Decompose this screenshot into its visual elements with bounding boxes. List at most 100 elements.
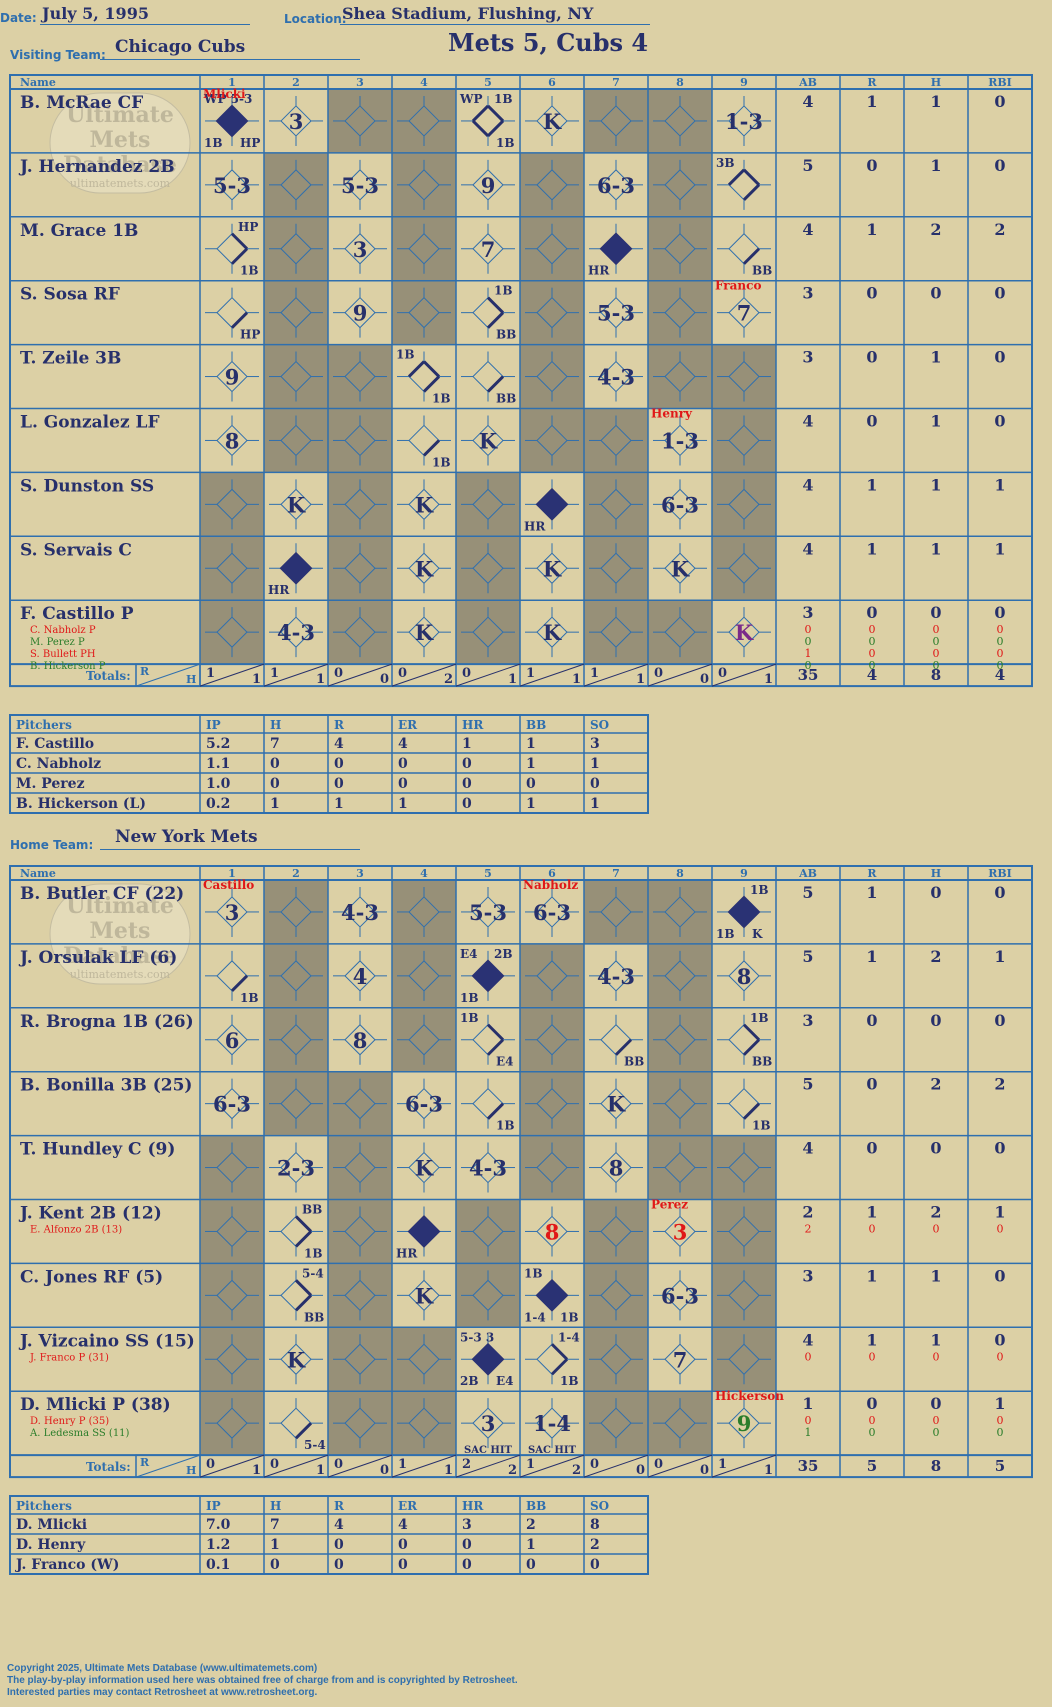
inning-runs: 0 bbox=[590, 1457, 599, 1472]
pitcher-stat: 0 bbox=[334, 776, 344, 792]
pitcher-stat: 0 bbox=[398, 1557, 408, 1573]
totals-slash bbox=[135, 1454, 201, 1478]
visiting-team-label: Visiting Team: bbox=[10, 48, 106, 62]
stat-header: R bbox=[867, 76, 877, 89]
play-notation: K bbox=[415, 1283, 434, 1308]
date-underline bbox=[40, 24, 250, 25]
pitcher-change-note: Henry bbox=[651, 407, 693, 421]
substitute-stat: 0 bbox=[933, 1350, 940, 1363]
substitute-stat: 0 bbox=[933, 623, 940, 636]
home-team-name: New York Mets bbox=[115, 827, 258, 847]
play-notation: 2B bbox=[460, 1374, 479, 1388]
play-notation: BB bbox=[304, 1310, 324, 1324]
play-notation: 5-3 bbox=[213, 173, 251, 198]
inning-header: 9 bbox=[740, 76, 748, 89]
player-stat: 0 bbox=[994, 1011, 1005, 1030]
substitute-stat: 0 bbox=[933, 635, 940, 648]
totals-slash bbox=[711, 663, 777, 687]
inning-runs: 1 bbox=[526, 1457, 535, 1472]
play-notation: 3 bbox=[481, 1411, 496, 1436]
totals-label: Totals: bbox=[86, 1460, 131, 1474]
home-team-label: Home Team: bbox=[10, 838, 94, 852]
inning-hits: 1 bbox=[572, 672, 581, 687]
pitcher-change-note: Hickerson bbox=[715, 1389, 784, 1403]
basepath-line bbox=[471, 104, 490, 123]
totals-slash bbox=[583, 1454, 649, 1478]
play-notation: 4-3 bbox=[597, 964, 635, 989]
substitute-name: A. Ledesma SS (11) bbox=[29, 1428, 130, 1439]
pitchers-header: SO bbox=[590, 1499, 609, 1513]
inning-header: 5 bbox=[484, 76, 492, 89]
play-notation: 1B bbox=[752, 1119, 771, 1133]
inning-header: 6 bbox=[548, 76, 556, 89]
pitchers-header: Pitchers bbox=[16, 718, 72, 732]
stat-header: AB bbox=[798, 76, 817, 89]
pitchers-header: HR bbox=[462, 718, 484, 732]
visiting-team-underline bbox=[100, 59, 360, 60]
play-notation: 1B bbox=[240, 991, 259, 1005]
basepath-line bbox=[486, 119, 505, 138]
play-notation: 1B bbox=[496, 1119, 515, 1133]
player-stat: 1 bbox=[994, 475, 1005, 494]
inning-hits: 1 bbox=[508, 672, 517, 687]
player-stat: 0 bbox=[866, 1394, 877, 1413]
pitchers-header: IP bbox=[206, 1499, 221, 1513]
substitute-name: J. Franco P (31) bbox=[29, 1352, 109, 1363]
pitcher-stat: 3 bbox=[590, 736, 600, 752]
basepath-line bbox=[294, 1294, 313, 1312]
player-stat: 0 bbox=[994, 1266, 1005, 1285]
watermark-text: ultimatemets.com bbox=[70, 177, 171, 190]
pitcher-stat: 1 bbox=[462, 736, 472, 752]
inning-hits: 2 bbox=[572, 1463, 581, 1478]
pitcher-stat: 1 bbox=[526, 736, 536, 752]
play-notation: 2-3 bbox=[277, 1156, 315, 1181]
date-label: Date: bbox=[0, 11, 37, 25]
pitcher-change-note: Franco bbox=[715, 279, 761, 293]
play-notation: 8 bbox=[353, 1028, 368, 1053]
totals-key-box bbox=[135, 663, 201, 687]
pitcher-stat: 0 bbox=[526, 776, 536, 792]
player-name: B. McRae CF bbox=[20, 93, 143, 113]
inning-hits: 1 bbox=[316, 1463, 325, 1478]
substitute-stat: 0 bbox=[869, 635, 876, 648]
player-name: R. Brogna 1B (26) bbox=[20, 1012, 194, 1032]
pitcher-stat: 0 bbox=[334, 1537, 344, 1553]
totals-slash bbox=[647, 1454, 713, 1478]
inning-header: 8 bbox=[676, 76, 684, 89]
play-notation: 3 bbox=[673, 1219, 688, 1244]
basepath-line bbox=[471, 119, 490, 138]
play-notation: 1-4 bbox=[533, 1411, 571, 1436]
inning-hits: 1 bbox=[444, 1463, 453, 1478]
player-stat: 5 bbox=[802, 156, 813, 175]
player-stat: 1 bbox=[930, 156, 941, 175]
inning-header: 1 bbox=[228, 867, 236, 880]
inning-hits: 0 bbox=[636, 1463, 645, 1478]
inning-header: 7 bbox=[612, 867, 620, 880]
player-stat: 0 bbox=[930, 603, 941, 622]
play-notation: 8 bbox=[225, 428, 240, 453]
pitcher-stat: 1 bbox=[526, 756, 536, 772]
inning-header: 9 bbox=[740, 867, 748, 880]
totals-slash bbox=[519, 663, 585, 687]
totals-slash bbox=[327, 1454, 393, 1478]
substitute-stat: 0 bbox=[869, 647, 876, 660]
pitcher-stat: 8 bbox=[590, 1517, 600, 1533]
play-notation: K bbox=[415, 620, 434, 645]
substitute-stat: 0 bbox=[869, 1426, 876, 1439]
pitchers-header: BB bbox=[526, 1499, 546, 1513]
totals-slash bbox=[711, 1454, 777, 1478]
play-notation: 9 bbox=[225, 365, 240, 390]
play-notation: 1B bbox=[750, 883, 769, 897]
pitcher-stat: 0 bbox=[270, 756, 280, 772]
inning-header: 2 bbox=[292, 867, 300, 880]
pitcher-stat: 5.2 bbox=[206, 736, 230, 752]
play-notation: 8 bbox=[609, 1156, 624, 1181]
substitute-stat: 0 bbox=[805, 659, 812, 672]
pitcher-name: D. Henry bbox=[16, 1537, 86, 1553]
substitute-stat: 0 bbox=[997, 647, 1004, 660]
play-notation: 3 bbox=[353, 237, 368, 262]
pitcher-stat: 0 bbox=[462, 796, 472, 812]
play-notation: HR bbox=[588, 264, 610, 278]
play-notation: 3B bbox=[716, 156, 735, 170]
watermark-text: Ultimate bbox=[66, 102, 174, 128]
